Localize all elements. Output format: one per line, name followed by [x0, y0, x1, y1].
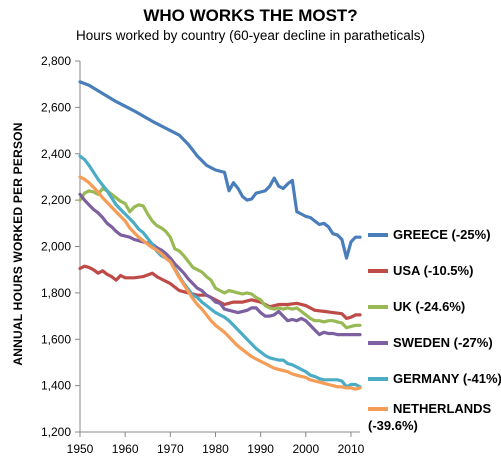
series-line-usa: [78, 264, 362, 320]
x-tick-label: 2000: [292, 442, 319, 456]
x-tick-label: 1960: [112, 442, 139, 456]
y-tick-label: 2,800: [41, 54, 71, 68]
y-tick-label: 2,600: [41, 100, 71, 114]
y-tick-label: 1,400: [41, 379, 71, 393]
y-tick-label: 2,400: [41, 147, 71, 161]
x-tick-label: 1950: [67, 442, 94, 456]
x-tick-label: 1970: [157, 442, 184, 456]
x-tick-label: 1980: [202, 442, 229, 456]
y-tick-label: 1,800: [41, 286, 71, 300]
y-tick-label: 2,200: [41, 193, 71, 207]
legend-swatch: [368, 269, 388, 273]
legend-label: USA (-10.5%): [393, 263, 474, 278]
series-line-netherlands: [78, 175, 362, 391]
chart-title: WHO WORKS THE MOST?: [143, 6, 358, 25]
legend-label: NETHERLANDS (-39.6%): [368, 401, 492, 433]
legend-swatch: [368, 341, 388, 345]
legend-label: GREECE (-25%): [393, 227, 491, 242]
legend-label: UK (-24.6%): [393, 299, 466, 314]
chart-subtitle: Hours worked by country (60-year decline…: [76, 28, 425, 43]
series-line-uk: [78, 186, 362, 330]
series-line-germany: [78, 154, 362, 389]
x-tick-label: 2010: [338, 442, 365, 456]
series-line-sweden: [78, 192, 362, 337]
legend-swatch: [368, 407, 388, 411]
y-tick-label: 2,000: [41, 240, 71, 254]
series-lines: [78, 80, 362, 391]
legend-label: SWEDEN (-27%): [393, 335, 493, 350]
y-tick-label: 1,200: [41, 425, 71, 439]
legend-label: GERMANY (-41%): [393, 371, 501, 386]
x-tick-label: 1990: [247, 442, 274, 456]
y-tick-label: 1,600: [41, 332, 71, 346]
tick-labels: 1,200 1,400 1,600 1,800 2,000 2,200 2,400 2,600…: [41, 54, 365, 456]
legend-swatch: [368, 305, 388, 309]
series-line-greece: [78, 80, 362, 260]
legend-swatch: [368, 377, 388, 381]
legend-swatch: [368, 233, 388, 237]
